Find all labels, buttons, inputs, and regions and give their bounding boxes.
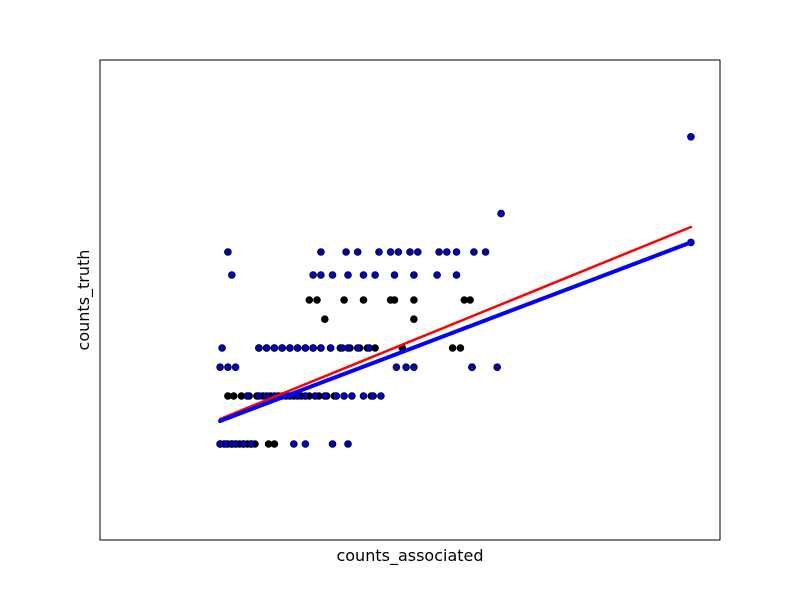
blue-data-point	[359, 392, 368, 400]
blue-data-point	[452, 271, 461, 279]
black-data-point	[270, 440, 279, 448]
blue-data-point	[470, 248, 478, 256]
blue-data-point	[359, 271, 368, 279]
blue-data-point	[301, 440, 310, 448]
blue-data-point	[687, 133, 695, 141]
blue-data-point	[309, 344, 317, 352]
blue-data-point	[216, 363, 224, 372]
blue-data-point	[301, 344, 310, 352]
blue-data-point	[293, 344, 302, 352]
blue-fit-line	[218, 240, 693, 423]
black-data-point	[320, 315, 329, 324]
blue-data-point	[442, 248, 451, 256]
blue-data-point	[278, 344, 286, 352]
blue-data-point	[332, 392, 341, 400]
blue-data-point	[326, 344, 335, 352]
blue-data-point	[390, 271, 399, 279]
blue-data-point	[402, 363, 410, 372]
blue-data-point	[344, 440, 352, 448]
blue-data-point	[481, 248, 490, 256]
blue-data-point	[353, 344, 362, 352]
blue-data-point	[218, 344, 226, 352]
black-data-point	[410, 315, 418, 324]
blue-data-point	[365, 344, 374, 352]
blue-data-point	[342, 248, 350, 256]
blue-data-point	[452, 248, 461, 256]
blue-data-point	[255, 344, 263, 352]
blue-data-point	[344, 271, 352, 279]
black-data-point	[340, 296, 348, 304]
blue-data-point	[386, 248, 395, 256]
y-axis-label: counts_truth	[74, 250, 94, 351]
blue-data-point	[328, 271, 337, 279]
blue-data-point	[270, 344, 279, 352]
blue-data-point	[317, 271, 325, 279]
blue-data-point	[413, 248, 422, 256]
blue-data-point	[433, 271, 441, 279]
blue-data-point	[410, 271, 418, 279]
blue-data-point	[320, 392, 329, 400]
black-data-point	[390, 296, 399, 304]
blue-data-point	[344, 344, 352, 352]
blue-data-point	[435, 248, 443, 256]
black-data-point	[359, 296, 368, 304]
black-data-point	[456, 344, 465, 352]
blue-data-point	[497, 209, 505, 218]
blue-data-point	[340, 392, 348, 400]
blue-data-point	[410, 363, 418, 372]
black-data-point	[448, 344, 457, 352]
black-data-point	[410, 296, 418, 304]
blue-data-point	[328, 440, 337, 448]
black-data-point	[313, 296, 321, 304]
blue-data-point	[243, 392, 252, 400]
axes-frame	[99, 59, 721, 541]
blue-data-point	[289, 440, 298, 448]
black-data-point	[305, 296, 314, 304]
blue-data-point	[301, 392, 310, 400]
red-fit-line	[218, 225, 693, 421]
blue-data-point	[231, 440, 240, 448]
black-data-point	[229, 392, 238, 400]
blue-data-point	[228, 271, 236, 279]
blue-data-point	[231, 363, 240, 372]
blue-data-point	[406, 248, 414, 256]
blue-data-point	[317, 344, 325, 352]
blue-data-point	[348, 392, 356, 400]
x-axis-label: counts_associated	[336, 546, 483, 566]
blue-data-point	[371, 271, 379, 279]
blue-data-point	[311, 392, 319, 400]
blue-data-point	[369, 392, 378, 400]
blue-data-point	[224, 363, 232, 372]
blue-data-point	[262, 344, 271, 352]
blue-data-point	[247, 440, 255, 448]
blue-data-point	[286, 344, 294, 352]
blue-data-point	[309, 271, 317, 279]
black-data-point	[466, 296, 474, 304]
blue-data-point	[224, 248, 232, 256]
blue-data-point	[255, 392, 263, 400]
blue-data-point	[468, 363, 476, 372]
blue-data-point	[493, 363, 502, 372]
blue-data-point	[375, 248, 383, 256]
blue-data-point	[377, 392, 385, 400]
blue-data-point	[392, 363, 401, 372]
plot-area	[216, 133, 695, 448]
blue-data-point	[394, 248, 403, 256]
blue-data-point	[353, 248, 362, 256]
blue-data-point	[239, 440, 248, 448]
blue-data-point	[317, 248, 325, 256]
